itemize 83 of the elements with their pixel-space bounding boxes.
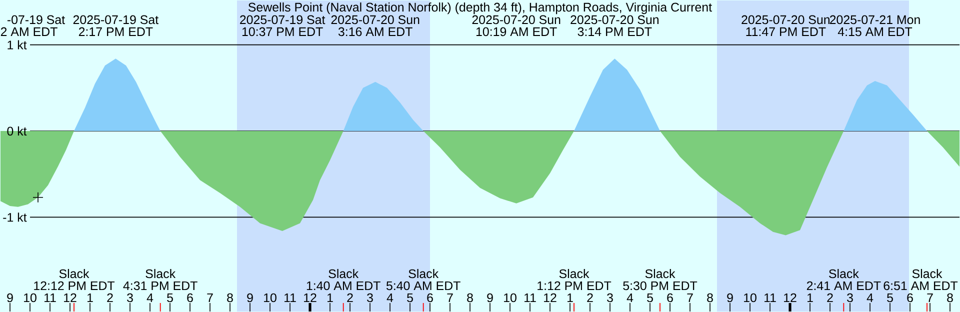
annotation: 1:12 PM EDT bbox=[538, 281, 612, 290]
x-tick-label: 3 bbox=[127, 293, 133, 302]
annotation: 2025-07-20 Sun bbox=[742, 15, 830, 24]
annotation: Slack bbox=[408, 268, 439, 278]
x-tick-label: 11 bbox=[764, 293, 776, 302]
annotation: 2:17 PM EDT bbox=[78, 27, 153, 36]
x-tick-label: 4 bbox=[626, 293, 634, 302]
x-tick-label: 7 bbox=[207, 293, 213, 302]
x-tick-label: 1 bbox=[327, 293, 333, 302]
x-tick-label: 7 bbox=[687, 293, 693, 302]
x-tick-label: 4 bbox=[386, 293, 394, 302]
annotation: 2 AM EDT bbox=[0, 27, 58, 36]
annotation: 12:12 PM EDT bbox=[34, 281, 115, 290]
x-tick-label: 10 bbox=[24, 293, 36, 302]
annotation: 2025-07-21 Mon bbox=[830, 15, 920, 24]
x-tick-label: 10 bbox=[504, 293, 516, 302]
annotation: 1:40 AM EDT bbox=[306, 281, 380, 290]
x-tick-label: 7 bbox=[447, 293, 453, 302]
x-tick-label: 6 bbox=[907, 293, 913, 302]
x-tick-label: 9 bbox=[727, 293, 733, 302]
annotation: 3:16 AM EDT bbox=[338, 27, 412, 36]
annotation: 2:41 AM EDT bbox=[806, 281, 881, 290]
annotation: Slack bbox=[645, 268, 676, 278]
x-tick-label: 1 bbox=[87, 293, 93, 302]
annotation: 4:31 PM EDT bbox=[123, 281, 198, 290]
x-tick-label: 2 bbox=[587, 293, 593, 302]
annotation: Slack bbox=[59, 268, 90, 278]
chart-title: Sewells Point (Naval Station Norfolk) (depth 34 ft), Hampton Roads, Virginia Current bbox=[248, 2, 712, 14]
annotation: 10:19 AM EDT bbox=[476, 27, 557, 36]
annotation: Slack bbox=[328, 268, 359, 278]
x-tick-label: 5 bbox=[407, 293, 413, 302]
y-tick-label: 1 kt bbox=[8, 40, 27, 50]
x-tick-label: 3 bbox=[607, 293, 613, 302]
x-tick-label: 11 bbox=[524, 293, 536, 302]
y-tick-label: -1 kt bbox=[3, 212, 27, 222]
x-tick-label: 8 bbox=[227, 293, 233, 302]
x-tick-label: 5 bbox=[647, 293, 653, 302]
annotation: 2025-07-20 Sun bbox=[331, 15, 420, 24]
x-tick-label: 7 bbox=[927, 293, 933, 302]
x-tick-label: 2 bbox=[347, 293, 353, 302]
annotation: 2025-07-19 Sat bbox=[240, 15, 326, 24]
x-tick-label: 9 bbox=[247, 293, 253, 302]
x-tick-label: 6 bbox=[427, 293, 433, 302]
x-tick-label: 1 bbox=[807, 293, 813, 302]
annotation: 2025-07-19 Sat bbox=[73, 15, 158, 24]
annotation: 6:51 AM EDT bbox=[884, 281, 958, 290]
x-tick-label: 9 bbox=[7, 293, 13, 302]
annotation: -07-19 Sat bbox=[7, 15, 65, 24]
x-tick-label: 12 bbox=[304, 293, 316, 302]
annotation: 3:14 PM EDT bbox=[578, 27, 652, 36]
annotation: 11:47 PM EDT bbox=[746, 27, 826, 36]
annotation: Slack bbox=[559, 268, 590, 278]
x-tick-label: 10 bbox=[264, 293, 276, 302]
annotation: Slack bbox=[146, 268, 176, 278]
x-tick-label: 11 bbox=[44, 293, 56, 302]
x-tick-label: 8 bbox=[467, 293, 473, 302]
x-tick-label: 8 bbox=[947, 293, 953, 302]
x-tick-label: 3 bbox=[847, 293, 853, 302]
annotation: 2025-07-20 Sun bbox=[472, 15, 560, 24]
x-tick-label: 12 bbox=[64, 293, 76, 302]
x-tick-label: 3 bbox=[367, 293, 373, 302]
x-tick-label: 8 bbox=[707, 293, 713, 302]
x-tick-label: 2 bbox=[107, 293, 113, 302]
x-tick-label: 12 bbox=[544, 293, 556, 302]
annotation: 2025-07-20 Sun bbox=[570, 15, 658, 24]
annotation: Slack bbox=[829, 268, 859, 278]
x-tick-label: 2 bbox=[827, 293, 833, 302]
x-tick-label: 6 bbox=[667, 293, 673, 302]
x-tick-label: 1 bbox=[567, 293, 573, 302]
x-tick-label: 4 bbox=[146, 293, 154, 302]
x-tick-label: 9 bbox=[487, 293, 493, 302]
x-tick-label: 11 bbox=[284, 293, 296, 302]
x-tick-label: 10 bbox=[744, 293, 756, 302]
x-tick-label: 5 bbox=[887, 293, 893, 302]
annotation: 4:15 AM EDT bbox=[838, 27, 912, 36]
annotation: 5:30 PM EDT bbox=[623, 281, 698, 290]
annotation: Slack bbox=[912, 268, 942, 278]
annotation: 5:40 AM EDT bbox=[386, 281, 460, 290]
annotation: 10:37 PM EDT bbox=[242, 27, 323, 36]
x-tick-label: 5 bbox=[167, 293, 173, 302]
x-tick-label: 12 bbox=[784, 293, 796, 302]
x-tick-label: 4 bbox=[866, 293, 874, 302]
x-tick-label: 6 bbox=[187, 293, 193, 302]
